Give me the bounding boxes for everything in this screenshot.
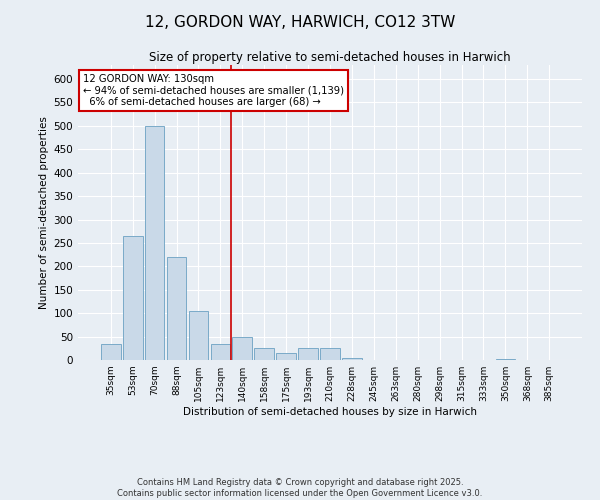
Bar	[254, 348, 274, 360]
Bar	[123, 236, 143, 360]
Bar	[276, 353, 296, 360]
Y-axis label: Number of semi-detached properties: Number of semi-detached properties	[39, 116, 49, 309]
Text: 12 GORDON WAY: 130sqm
← 94% of semi-detached houses are smaller (1,139)
  6% of : 12 GORDON WAY: 130sqm ← 94% of semi-deta…	[83, 74, 344, 107]
Bar	[167, 257, 187, 360]
X-axis label: Distribution of semi-detached houses by size in Harwich: Distribution of semi-detached houses by …	[183, 407, 477, 417]
Bar	[145, 126, 164, 360]
Bar	[342, 358, 362, 360]
Text: 12, GORDON WAY, HARWICH, CO12 3TW: 12, GORDON WAY, HARWICH, CO12 3TW	[145, 15, 455, 30]
Bar	[101, 344, 121, 360]
Bar	[188, 311, 208, 360]
Text: Contains HM Land Registry data © Crown copyright and database right 2025.
Contai: Contains HM Land Registry data © Crown c…	[118, 478, 482, 498]
Bar	[496, 359, 515, 360]
Bar	[232, 336, 252, 360]
Bar	[211, 344, 230, 360]
Title: Size of property relative to semi-detached houses in Harwich: Size of property relative to semi-detach…	[149, 51, 511, 64]
Bar	[298, 348, 318, 360]
Bar	[320, 348, 340, 360]
